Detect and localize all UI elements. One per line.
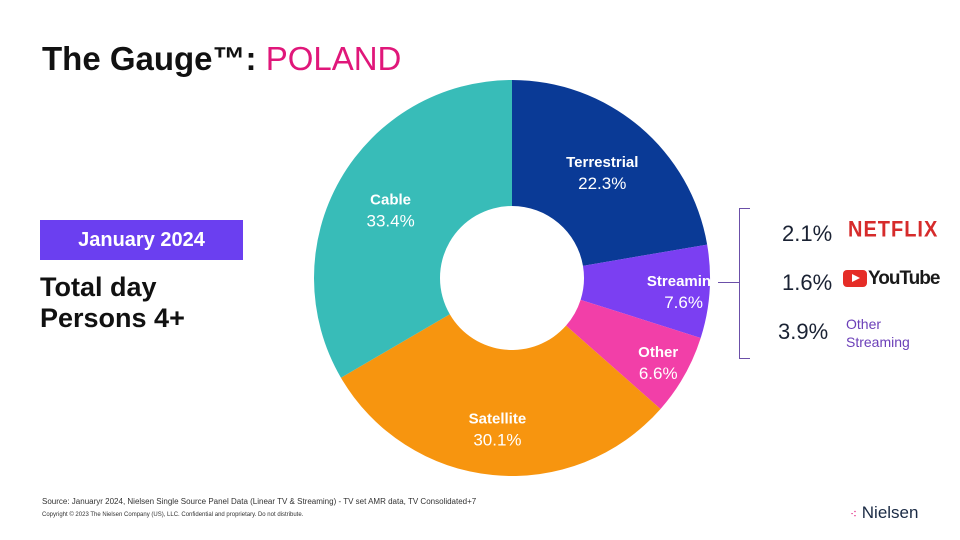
other-streaming-value: 3.9% (778, 319, 829, 344)
subtitle: Total day Persons 4+ (40, 272, 185, 334)
netflix-value: 2.1% (782, 221, 833, 246)
title-prefix: The Gauge™: (42, 40, 266, 77)
nielsen-logo: ⁖ Nielsen (850, 503, 918, 523)
slice-value: 7.6% (664, 293, 703, 312)
page-title: The Gauge™: POLAND (42, 40, 401, 78)
youtube-play-icon (843, 270, 867, 287)
nielsen-logo-mark: ⁖ (850, 507, 858, 521)
slice-terrestrial (512, 80, 708, 266)
slice-value: 6.6% (639, 364, 678, 383)
slice-other (566, 299, 701, 409)
slice-value: 22.3% (578, 174, 626, 193)
slice-label: Streaming (647, 273, 720, 290)
slice-label: Satellite (469, 410, 527, 427)
slice-label: Other (638, 344, 678, 361)
nielsen-logo-text: Nielsen (861, 503, 919, 522)
subtitle-line1: Total day (40, 272, 157, 302)
slice-label: Cable (370, 191, 411, 208)
slice-streaming (580, 244, 710, 339)
source-note: Source: Januaryr 2024, Nielsen Single So… (42, 497, 477, 506)
bracket-connector (718, 282, 739, 283)
streaming-bracket (739, 208, 750, 359)
period-badge: January 2024 (40, 220, 243, 260)
slice-label: Terrestrial (566, 154, 638, 171)
youtube-logo: YouTube (868, 268, 940, 289)
slice-value: 33.4% (367, 211, 415, 230)
netflix-logo: NETFLIX (848, 217, 939, 243)
slice-cable (314, 80, 512, 378)
other-streaming-label: Other Streaming (846, 316, 910, 350)
slice-value: 30.1% (473, 430, 521, 449)
subtitle-line2: Persons 4+ (40, 303, 185, 333)
slice-satellite (340, 314, 661, 476)
youtube-value: 1.6% (782, 270, 833, 295)
title-country: POLAND (265, 40, 402, 77)
copyright: Copyright © 2023 The Nielsen Company (US… (42, 512, 304, 518)
